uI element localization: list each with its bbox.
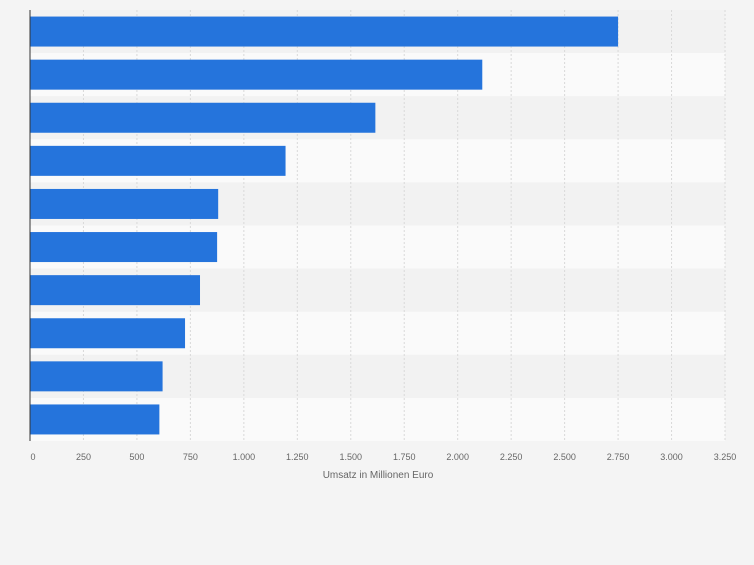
x-axis-ticks: 0 250 500 750 1.000 1.250 1.500 1.750 2.000 2.250… — [30, 452, 736, 462]
bar — [30, 188, 219, 219]
x-tick-label: 2.500 — [553, 452, 576, 462]
x-tick-label: 1.000 — [233, 452, 256, 462]
x-axis-label: Umsatz in Millionen Euro — [323, 470, 434, 481]
bar — [30, 59, 483, 90]
x-tick-label: 1.500 — [340, 452, 363, 462]
x-tick-label: 1.750 — [393, 452, 416, 462]
bar — [30, 318, 186, 349]
bar — [30, 404, 160, 435]
bar — [30, 232, 218, 263]
bar — [30, 145, 286, 176]
bar — [30, 361, 163, 392]
bars — [30, 16, 619, 435]
x-tick-label: 3.250 — [714, 452, 737, 462]
x-tick-label: 3.000 — [660, 452, 683, 462]
x-tick-label: 500 — [129, 452, 144, 462]
bar — [30, 275, 201, 306]
x-tick-label: 2.000 — [446, 452, 469, 462]
x-tick-label: 2.750 — [607, 452, 630, 462]
x-tick-label: 250 — [76, 452, 91, 462]
x-tick-label: 2.250 — [500, 452, 523, 462]
bar — [30, 102, 376, 133]
x-tick-label: 0 — [30, 452, 35, 462]
x-tick-label: 1.250 — [286, 452, 309, 462]
bar — [30, 16, 619, 47]
x-tick-label: 750 — [183, 452, 198, 462]
